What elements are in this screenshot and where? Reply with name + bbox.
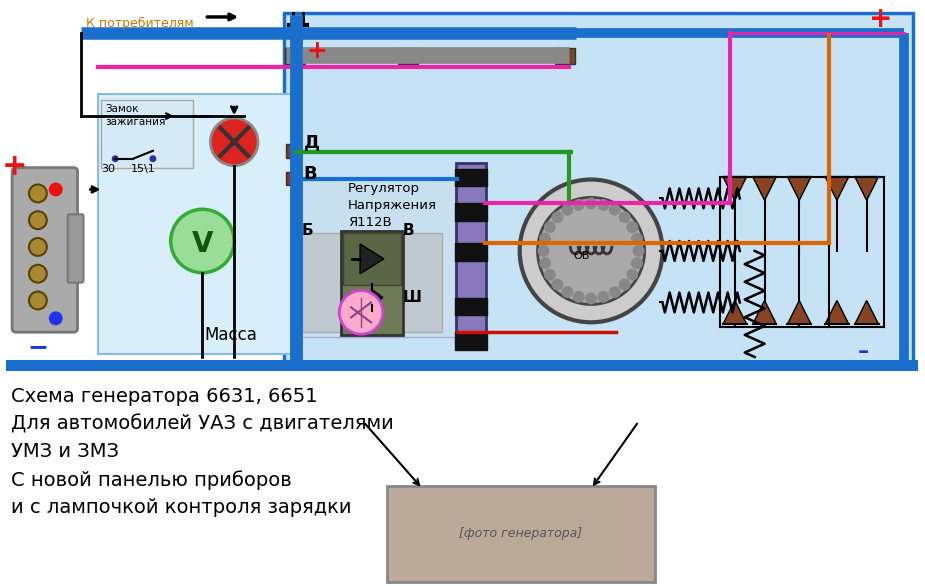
Circle shape xyxy=(598,199,610,211)
Circle shape xyxy=(537,245,549,257)
Text: +: + xyxy=(1,152,27,181)
Circle shape xyxy=(29,185,47,202)
Text: С новой панелью приборов: С новой панелью приборов xyxy=(11,470,292,490)
Polygon shape xyxy=(372,289,383,305)
Bar xyxy=(286,172,300,186)
Text: Регулятор
Напряжения
Я112В: Регулятор Напряжения Я112В xyxy=(348,182,438,229)
Circle shape xyxy=(609,204,621,216)
Circle shape xyxy=(586,197,597,209)
Bar xyxy=(455,203,487,221)
Bar xyxy=(455,332,487,350)
Text: Замок
зажигания: Замок зажигания xyxy=(105,104,166,127)
Circle shape xyxy=(586,292,597,305)
Polygon shape xyxy=(787,176,811,200)
Circle shape xyxy=(551,212,563,223)
Polygon shape xyxy=(825,176,849,200)
Circle shape xyxy=(609,286,621,298)
Text: ОВ: ОВ xyxy=(573,251,589,261)
Text: −: − xyxy=(28,335,48,359)
Text: В: В xyxy=(303,165,317,183)
Text: и с лампочкой контроля зарядки: и с лампочкой контроля зарядки xyxy=(11,498,352,517)
Text: Схема генератора 6631, 6651: Схема генератора 6631, 6651 xyxy=(11,387,318,406)
Circle shape xyxy=(29,292,47,309)
Polygon shape xyxy=(855,176,879,200)
Circle shape xyxy=(49,311,63,325)
Text: +: + xyxy=(306,39,327,63)
FancyBboxPatch shape xyxy=(12,168,78,332)
Circle shape xyxy=(626,221,638,233)
Bar xyxy=(455,298,487,315)
Polygon shape xyxy=(723,176,746,200)
Circle shape xyxy=(544,269,556,281)
Bar xyxy=(398,47,417,63)
Bar xyxy=(455,243,487,261)
Circle shape xyxy=(626,269,638,281)
Circle shape xyxy=(539,257,551,269)
FancyBboxPatch shape xyxy=(456,163,486,348)
FancyBboxPatch shape xyxy=(98,94,295,354)
Bar xyxy=(455,169,487,186)
FancyBboxPatch shape xyxy=(68,214,83,282)
Bar xyxy=(6,360,919,371)
Bar xyxy=(343,233,401,285)
Text: 30: 30 xyxy=(102,163,116,173)
Circle shape xyxy=(210,118,258,166)
Text: Д: Д xyxy=(303,133,320,151)
FancyBboxPatch shape xyxy=(398,233,442,332)
Circle shape xyxy=(29,238,47,256)
Circle shape xyxy=(537,197,645,305)
Circle shape xyxy=(619,212,631,223)
Circle shape xyxy=(171,209,234,272)
Text: В: В xyxy=(402,223,414,238)
Text: Ш: Ш xyxy=(402,291,422,305)
Circle shape xyxy=(631,257,643,269)
Text: [фото генератора]: [фото генератора] xyxy=(459,527,582,540)
Text: К потребителям: К потребителям xyxy=(86,17,194,30)
Circle shape xyxy=(598,291,610,303)
Circle shape xyxy=(112,155,118,162)
Polygon shape xyxy=(360,244,384,274)
Bar xyxy=(285,47,304,63)
FancyBboxPatch shape xyxy=(341,231,402,335)
Circle shape xyxy=(544,221,556,233)
Bar xyxy=(555,47,575,63)
Circle shape xyxy=(633,245,645,257)
Circle shape xyxy=(551,278,563,291)
Text: +: + xyxy=(869,5,893,33)
Circle shape xyxy=(339,291,383,334)
Circle shape xyxy=(49,182,63,196)
Text: УМЗ и ЗМЗ: УМЗ и ЗМЗ xyxy=(11,442,119,461)
Circle shape xyxy=(631,233,643,244)
Polygon shape xyxy=(753,176,776,200)
Bar xyxy=(286,144,300,158)
FancyBboxPatch shape xyxy=(387,486,655,582)
Circle shape xyxy=(619,278,631,291)
Text: Для автомобилей УАЗ с двигателями: Для автомобилей УАЗ с двигателями xyxy=(11,414,394,434)
Circle shape xyxy=(573,291,585,303)
Polygon shape xyxy=(855,301,879,324)
Circle shape xyxy=(29,212,47,229)
Text: –: – xyxy=(858,342,870,362)
FancyBboxPatch shape xyxy=(299,179,472,337)
Circle shape xyxy=(520,179,662,322)
Polygon shape xyxy=(753,301,776,324)
Text: Масса: Масса xyxy=(204,326,257,344)
Text: V: V xyxy=(191,230,213,258)
Circle shape xyxy=(573,199,585,211)
Circle shape xyxy=(150,155,156,162)
Text: Б: Б xyxy=(302,223,314,238)
FancyBboxPatch shape xyxy=(284,13,913,365)
Text: 15\1: 15\1 xyxy=(131,163,155,173)
Circle shape xyxy=(561,286,574,298)
Polygon shape xyxy=(825,301,849,324)
FancyBboxPatch shape xyxy=(102,100,192,168)
Circle shape xyxy=(29,265,47,282)
Polygon shape xyxy=(723,301,746,324)
Circle shape xyxy=(539,233,551,244)
Circle shape xyxy=(561,204,574,216)
Polygon shape xyxy=(787,301,811,324)
FancyBboxPatch shape xyxy=(302,233,346,332)
